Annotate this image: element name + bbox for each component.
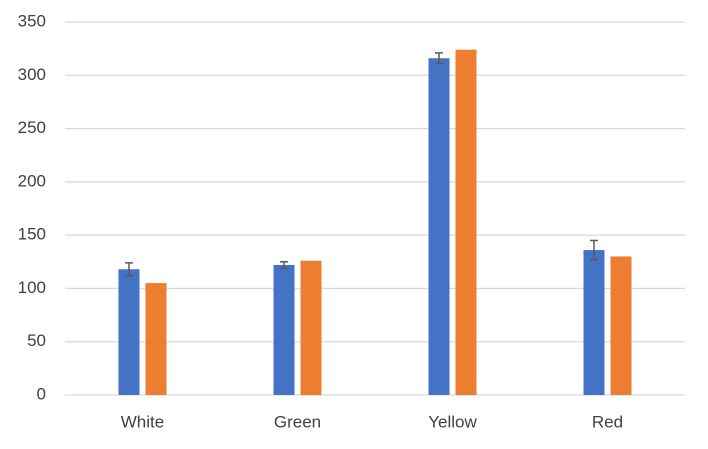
bar bbox=[428, 58, 450, 396]
y-tick-label: 100 bbox=[18, 278, 46, 297]
x-tick-label: Red bbox=[592, 412, 623, 431]
y-tick-label: 200 bbox=[18, 171, 46, 190]
bar bbox=[273, 264, 295, 395]
y-tick-label: 250 bbox=[18, 118, 46, 137]
bar bbox=[583, 250, 605, 395]
y-tick-label: 300 bbox=[18, 65, 46, 84]
y-tick-label: 350 bbox=[18, 11, 46, 30]
bar bbox=[300, 260, 322, 395]
x-tick-label: White bbox=[121, 412, 164, 431]
bar bbox=[455, 49, 477, 396]
bar bbox=[610, 256, 632, 395]
x-tick-label: Yellow bbox=[428, 412, 477, 431]
y-tick-label: 150 bbox=[18, 225, 46, 244]
y-tick-label: 50 bbox=[27, 331, 46, 350]
bar bbox=[118, 269, 140, 395]
y-tick-label: 0 bbox=[37, 384, 46, 403]
x-tick-label: Green bbox=[274, 412, 321, 431]
bar bbox=[145, 283, 167, 395]
